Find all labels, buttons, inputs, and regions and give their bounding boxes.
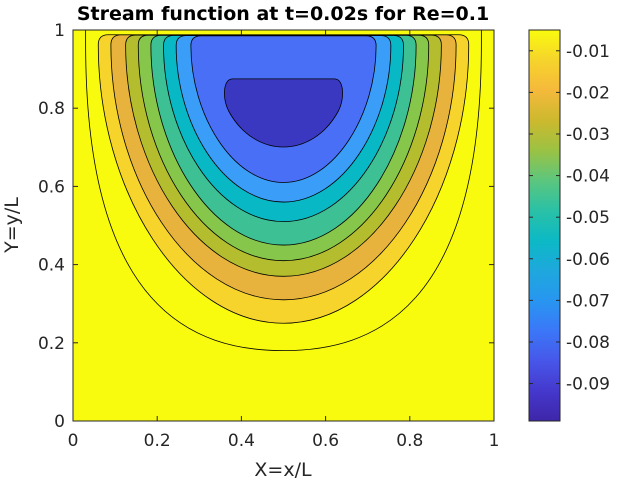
colorbar-tick-label: -0.08: [566, 333, 610, 353]
y-axis-label: Y=y/L: [1, 197, 23, 254]
x-tick-label: 1: [489, 431, 500, 451]
plot-frame: [72, 29, 495, 422]
colorbar: -0.01 -0.02 -0.03 -0.04 -0.05 -0.06 -0.07 -0.08…: [528, 29, 610, 422]
x-tick-label: 0.6: [312, 431, 339, 451]
chart-title: Stream function at t=0.02s for Re=0.1: [77, 3, 489, 25]
colorbar-tick-label: -0.04: [566, 167, 610, 187]
x-tick-label: 0: [68, 431, 79, 451]
y-tick-label: 0: [54, 412, 65, 432]
x-axis-ticks: 0 0.2 0.4 0.6 0.8 1: [68, 30, 500, 451]
colorbar-tick-label: -0.03: [566, 125, 610, 145]
colorbar-tick-label: -0.07: [566, 291, 610, 311]
colorbar-tick-label: -0.05: [566, 208, 610, 228]
y-tick-label: 0.4: [38, 256, 65, 276]
x-tick-label: 0.8: [396, 431, 423, 451]
colorbar-tick-label: -0.09: [566, 375, 610, 395]
contour-fills: [85, 30, 482, 352]
colorbar-tick-label: -0.06: [566, 250, 610, 270]
colorbar-strip: [528, 29, 561, 422]
colorbar-ticks: -0.01 -0.02 -0.03 -0.04 -0.05 -0.06 -0.07 -0.08…: [529, 42, 610, 395]
y-tick-label: 0.8: [38, 99, 65, 119]
colorbar-tick-label: -0.02: [566, 83, 610, 103]
plot-area: [72, 29, 495, 422]
y-tick-label: 0.2: [38, 334, 65, 354]
x-tick-label: 0.2: [144, 431, 171, 451]
contour-level-10: [224, 78, 343, 148]
y-tick-label: 1: [54, 21, 65, 41]
x-axis-label: X=x/L: [254, 459, 312, 481]
y-tick-label: 0.6: [38, 177, 65, 197]
colorbar-tick-label: -0.01: [566, 42, 610, 62]
y-axis-ticks: 0 0.2 0.4 0.6 0.8 1: [38, 21, 494, 432]
x-tick-label: 0.4: [228, 431, 255, 451]
